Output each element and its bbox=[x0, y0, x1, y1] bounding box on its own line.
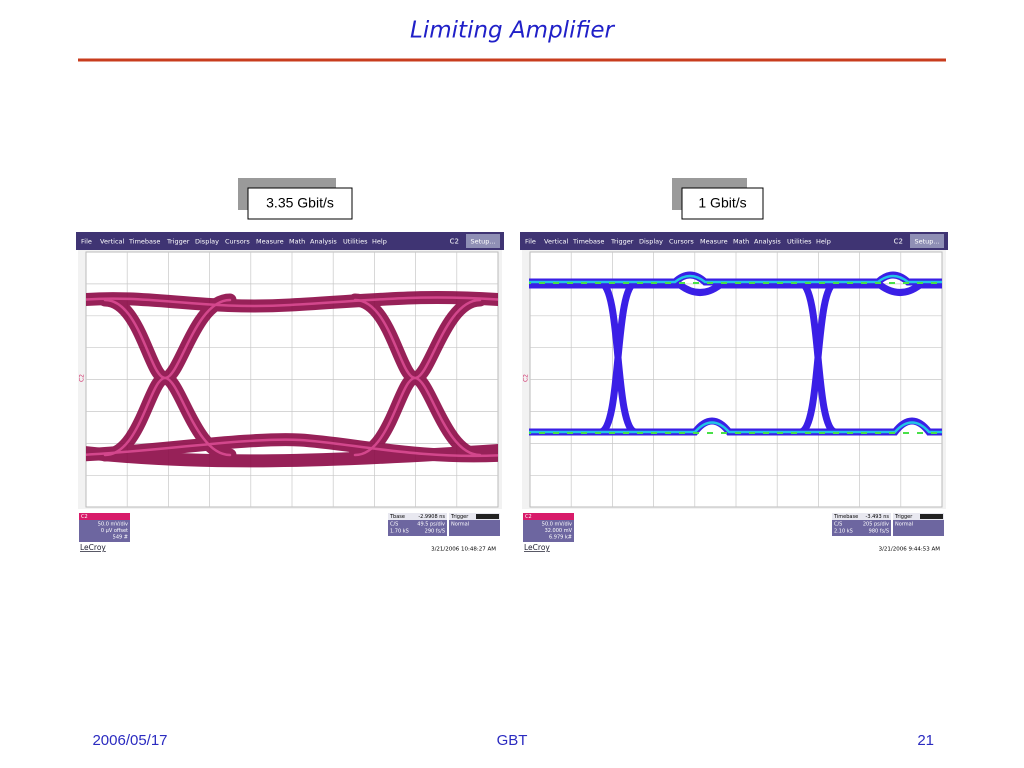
channel-info: 50.0 mV/div bbox=[542, 522, 572, 528]
timebase-info: 290 fs/S bbox=[425, 529, 445, 535]
menu-item[interactable]: File bbox=[81, 238, 92, 246]
label-box bbox=[681, 187, 764, 220]
slide-title: Limiting Amplifier bbox=[410, 18, 615, 44]
timebase-info: 2.10 kS bbox=[834, 529, 853, 535]
menu-item[interactable]: Timebase bbox=[572, 238, 604, 246]
menu-item[interactable]: Utilities bbox=[787, 238, 812, 246]
footer-date: 2006/05/17 bbox=[92, 732, 167, 749]
scope-screen: File Vertical Timebase Trigger Display Cursor… bbox=[76, 232, 504, 553]
menu-item[interactable]: Cursors bbox=[669, 238, 694, 246]
menu-item[interactable]: Timebase bbox=[128, 238, 160, 246]
menu-item[interactable]: Analysis bbox=[754, 238, 781, 246]
trigger-head bbox=[893, 513, 944, 520]
timestamp: 3/21/2006 9:44:53 AM bbox=[879, 547, 941, 553]
rate-label: 3.35 Gbit/s bbox=[266, 195, 334, 211]
trigger-head bbox=[449, 513, 500, 520]
menu-item[interactable]: Analysis bbox=[310, 238, 337, 246]
trigger-badge bbox=[920, 514, 943, 519]
timebase-title: Tbase bbox=[389, 514, 405, 520]
channel-info: 6.979 k# bbox=[549, 535, 572, 541]
setup-button[interactable] bbox=[466, 234, 500, 248]
menu-item[interactable]: Trigger bbox=[610, 238, 634, 246]
label-box bbox=[247, 187, 353, 220]
menu-item[interactable]: Trigger bbox=[166, 238, 190, 246]
channel-info: 0 µV offset bbox=[101, 528, 128, 534]
channel-name: C2 bbox=[81, 514, 88, 520]
trigger-title: Trigger bbox=[894, 514, 913, 520]
eye-diagram bbox=[529, 271, 942, 436]
channel-header bbox=[79, 513, 130, 520]
channel-name: C2 bbox=[525, 514, 532, 520]
menu-item[interactable]: File bbox=[525, 238, 536, 246]
trigger-mode: Normal bbox=[895, 522, 913, 528]
eye-diagram bbox=[86, 291, 498, 468]
brand-logo: LeCroy bbox=[524, 543, 550, 552]
menu-item[interactable]: Measure bbox=[256, 238, 284, 246]
timebase-info: C/S bbox=[834, 522, 842, 528]
menu-item[interactable]: Vertical bbox=[100, 238, 125, 246]
channel-indicator: C2 bbox=[894, 238, 903, 246]
scope-screen: File Vertical Timebase Trigger Display Cursor… bbox=[520, 232, 948, 553]
trigger-badge bbox=[476, 514, 499, 519]
menu-item[interactable]: Utilities bbox=[343, 238, 368, 246]
trigger-mode: Normal bbox=[451, 522, 469, 528]
channel-box bbox=[523, 520, 574, 542]
trace-marker: C2 bbox=[79, 374, 86, 382]
footer-page: 21 bbox=[917, 732, 934, 749]
menu-item[interactable]: Math bbox=[289, 238, 305, 246]
rate-label: 1 Gbit/s bbox=[698, 195, 746, 211]
timebase-value: -2.9908 ns bbox=[418, 514, 445, 520]
timebase-head bbox=[832, 513, 891, 520]
channel-indicator: C2 bbox=[450, 238, 459, 246]
menu-item[interactable]: Vertical bbox=[544, 238, 569, 246]
menu-item[interactable]: Cursors bbox=[225, 238, 250, 246]
trace-marker: C2 bbox=[523, 374, 530, 382]
setup-button[interactable] bbox=[910, 234, 944, 248]
channel-box bbox=[79, 520, 130, 542]
channel-info: 549 # bbox=[113, 535, 128, 541]
timebase-info: 205 ps/div bbox=[863, 522, 889, 528]
menu-item[interactable]: Help bbox=[816, 238, 831, 246]
timebase-head bbox=[388, 513, 447, 520]
menu-bar bbox=[76, 232, 504, 250]
brand-logo: LeCroy bbox=[80, 543, 106, 552]
trigger-title: Trigger bbox=[450, 514, 469, 520]
menu-item[interactable]: Display bbox=[195, 238, 219, 246]
timestamp: 3/21/2006 10:48:27 AM bbox=[431, 547, 496, 553]
menu-item[interactable]: Measure bbox=[700, 238, 728, 246]
oscilloscope: 3.35 Gbit/s File Vertical Timebase Trigger Di… bbox=[76, 178, 504, 553]
channel-header bbox=[523, 513, 574, 520]
channel-info: 32.000 mV bbox=[545, 528, 573, 534]
setup-label[interactable]: Setup... bbox=[470, 238, 495, 246]
timebase-info: 1.70 kS bbox=[390, 529, 409, 535]
timebase-info: 980 fs/S bbox=[869, 529, 889, 535]
timebase-value: -3.493 ns bbox=[866, 514, 890, 520]
menu-item[interactable]: Help bbox=[372, 238, 387, 246]
timebase-info: 49.5 ps/div bbox=[417, 522, 445, 528]
menu-bar bbox=[520, 232, 948, 250]
footer-center: GBT bbox=[497, 732, 528, 749]
timebase-info: C/S bbox=[390, 522, 398, 528]
menu-item[interactable]: Math bbox=[733, 238, 749, 246]
setup-label[interactable]: Setup... bbox=[914, 238, 939, 246]
menu-item[interactable]: Display bbox=[639, 238, 663, 246]
timebase-title: Timebase bbox=[833, 514, 858, 520]
channel-info: 50.0 mV/div bbox=[98, 522, 128, 528]
